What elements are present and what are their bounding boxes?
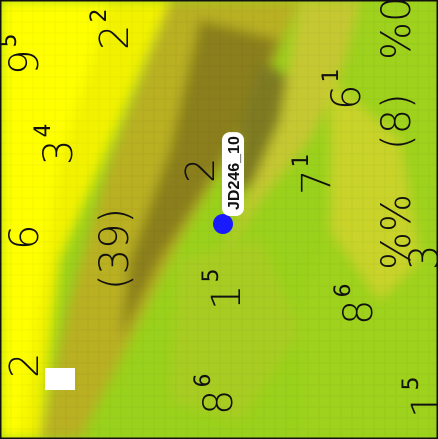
map-label: (8): [374, 93, 420, 150]
label-text: 8: [196, 390, 242, 415]
map-label: %08: [369, 0, 420, 60]
label-text: 9: [2, 50, 48, 75]
label-text: 2: [92, 25, 138, 50]
label-superscript: 6: [191, 374, 216, 388]
label-text: 2: [178, 158, 224, 183]
label-text: (39): [92, 208, 138, 290]
station-name: JD246_10: [226, 136, 243, 210]
label-text: %0: [374, 0, 420, 60]
map-label: 6: [2, 225, 48, 250]
label-text: 6: [324, 85, 370, 110]
label-text: (8): [374, 93, 420, 150]
label-superscript: 5: [0, 34, 22, 48]
map-label: 2: [178, 158, 224, 183]
map-label: 2: [2, 353, 48, 378]
label-superscript: 1: [289, 154, 314, 168]
label-text: 3: [36, 140, 82, 165]
label-text: 1: [204, 285, 250, 310]
label-superscript: 5: [199, 269, 224, 283]
label-superscript: 5: [399, 377, 424, 391]
label-superscript: 4: [31, 124, 56, 138]
label-superscript: 6: [331, 284, 356, 298]
label-superscript: 1: [319, 69, 344, 83]
label-text: 3: [402, 245, 438, 270]
label-text: 1: [404, 393, 438, 418]
station-marker: [213, 214, 233, 234]
map-label: (39): [92, 208, 138, 290]
label-text: 6: [2, 225, 48, 250]
label-text: 8: [336, 300, 382, 325]
station-label: JD246_10: [222, 132, 244, 216]
map-label: 3: [402, 245, 438, 270]
label-superscript: 2: [87, 9, 112, 23]
nodata-cell: [45, 368, 75, 390]
map: 2295346(39)215862716186%%(8)%08153 JD246…: [0, 0, 438, 439]
label-text: 7: [294, 170, 340, 195]
label-text: 2: [2, 353, 48, 378]
